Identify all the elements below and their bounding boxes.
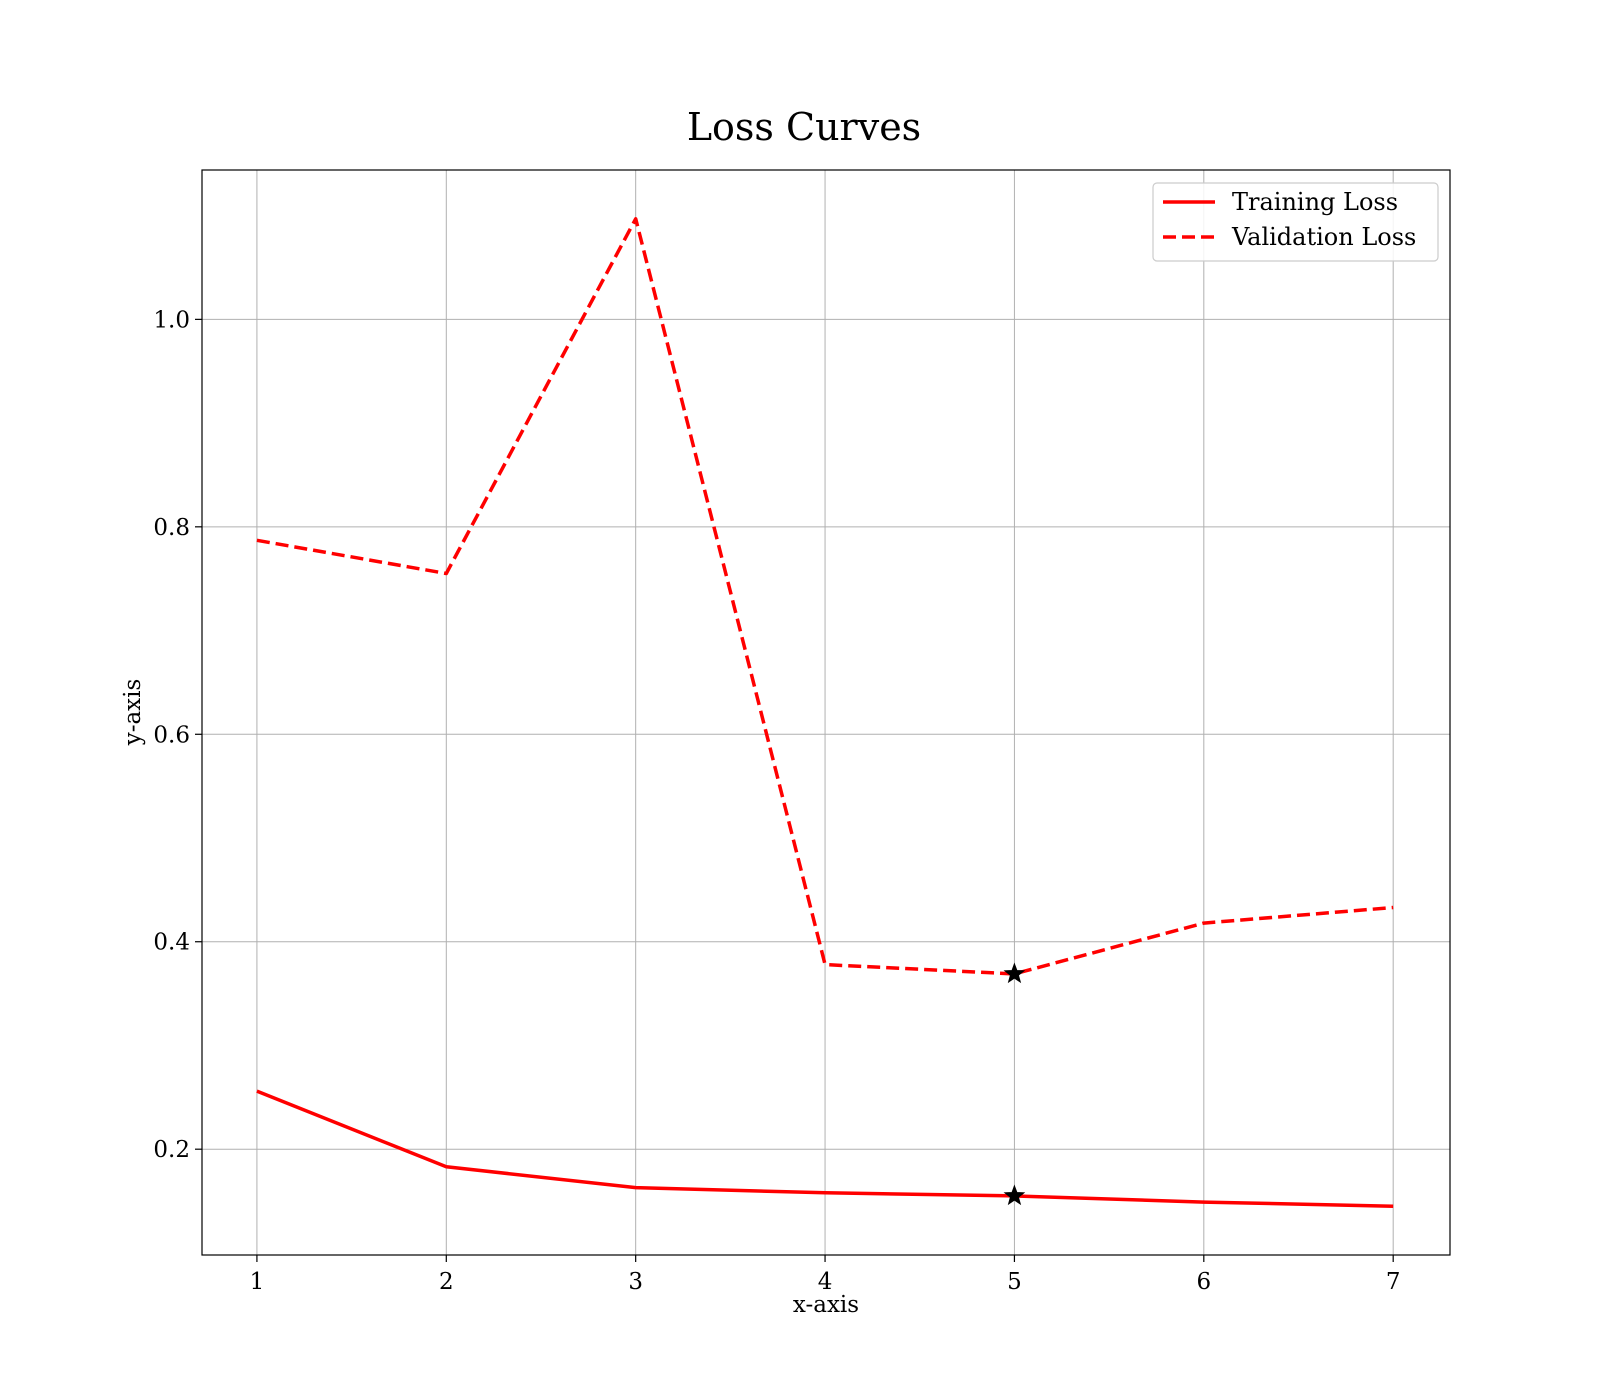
x-axis-label: x-axis	[793, 1292, 859, 1318]
x-tick-label: 7	[1386, 1269, 1401, 1295]
series-line-training-loss	[256, 1089, 1394, 1208]
y-tick-label: 0.2	[153, 1137, 190, 1163]
plot-frame	[201, 169, 1451, 1256]
x-tick-label: 4	[818, 1269, 833, 1295]
star-marker	[1003, 1184, 1026, 1206]
y-tick-label: 0.6	[153, 722, 190, 748]
chart-title: Loss Curves	[687, 105, 921, 149]
legend-label-training: Training Loss	[1232, 188, 1398, 216]
x-tick-label: 3	[628, 1269, 643, 1295]
series-line-validation-loss	[256, 217, 1394, 976]
markers	[1003, 962, 1026, 1206]
y-tick-label: 0.8	[153, 515, 190, 541]
legend-label-validation: Validation Loss	[1231, 223, 1416, 251]
legend-box	[1152, 182, 1439, 262]
axis-ticks: 1 2 3 4 5 6 7 0.2 0.4 0.6 0.8 1.0	[153, 307, 1400, 1295]
x-tick-label: 2	[439, 1269, 454, 1295]
star-marker	[1003, 962, 1026, 984]
series-lines	[256, 217, 1394, 1208]
x-tick-label: 1	[250, 1269, 265, 1295]
y-axis-label: y-axis	[120, 679, 146, 747]
y-tick-label: 0.4	[153, 930, 190, 956]
legend: Training Loss Validation Loss	[1152, 182, 1439, 262]
y-tick-label: 1.0	[153, 307, 190, 333]
x-tick-label: 6	[1196, 1269, 1211, 1295]
x-tick-label: 5	[1007, 1269, 1022, 1295]
grid-lines	[202, 170, 1450, 1255]
